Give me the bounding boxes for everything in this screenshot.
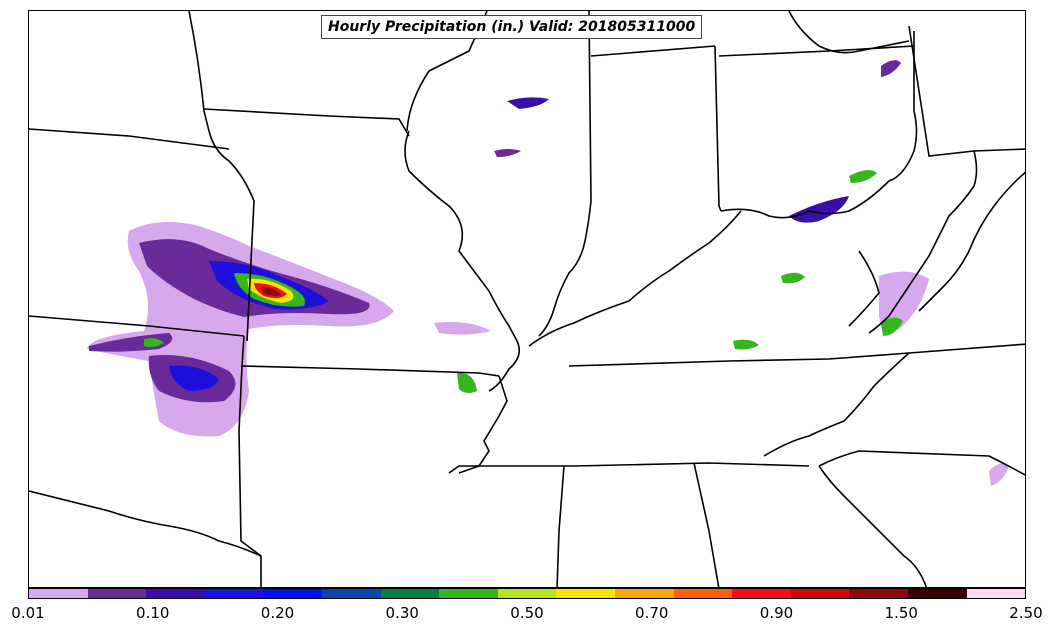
- colorbar-tick-label: 0.01: [11, 604, 45, 622]
- border-line: [568, 343, 1025, 367]
- border-line: [556, 465, 565, 587]
- precip-area: [849, 170, 877, 183]
- precip-area: [434, 322, 491, 335]
- border-line: [818, 450, 1025, 476]
- precip-area: [733, 339, 759, 350]
- precip-area: [89, 333, 173, 352]
- precip-area: [879, 271, 929, 330]
- colorbar-segment: [790, 589, 850, 598]
- border-line: [404, 130, 520, 392]
- colorbar-tick-label: 0.90: [759, 604, 794, 622]
- border-line: [406, 70, 430, 132]
- colorbar-segment: [29, 589, 88, 598]
- colorbar-segment: [497, 589, 557, 598]
- colorbar-tick-label: 0.30: [385, 604, 419, 622]
- colorbar-tick-label: 2.50: [1009, 604, 1043, 622]
- state-borders: [29, 11, 1025, 587]
- colorbar-segment: [966, 589, 1026, 598]
- colorbar-segment: [146, 589, 205, 598]
- border-line: [908, 25, 1025, 157]
- border-line: [188, 11, 255, 342]
- colorbar-segment: [380, 589, 440, 598]
- border-line: [538, 11, 592, 337]
- border-line: [528, 210, 742, 347]
- colorbar-segment: [849, 589, 908, 598]
- border-line: [918, 171, 1025, 312]
- border-line: [29, 128, 230, 150]
- border-line: [203, 108, 410, 137]
- map-frame: [28, 10, 1026, 588]
- precipitation-colorbar: [28, 588, 1026, 599]
- border-line: [718, 45, 915, 57]
- border-line: [714, 45, 722, 212]
- precip-area: [507, 97, 549, 109]
- border-line: [788, 11, 910, 54]
- precip-area: [169, 365, 219, 391]
- border-line: [818, 465, 928, 587]
- colorbar-tick-label: 0.20: [260, 604, 295, 622]
- colorbar-segment: [907, 589, 967, 598]
- border-line: [590, 45, 716, 57]
- border-line: [868, 150, 978, 334]
- precip-area: [881, 317, 903, 336]
- border-line: [29, 490, 262, 557]
- precip-area: [144, 338, 164, 347]
- border-line: [448, 462, 810, 474]
- colorbar-tick-label: 0.70: [635, 604, 669, 622]
- colorbar-segment: [439, 589, 498, 598]
- colorbar-tick-label: 0.10: [136, 604, 170, 622]
- border-line: [241, 365, 500, 377]
- border-line: [238, 335, 262, 587]
- precip-area: [457, 372, 477, 394]
- colorbar-segment: [556, 589, 615, 598]
- precip-area: [989, 463, 1009, 486]
- colorbar-segment: [87, 589, 147, 598]
- border-line: [763, 352, 910, 457]
- precipitation-map: [29, 11, 1025, 587]
- colorbar-segment: [263, 589, 322, 598]
- precip-areas: [87, 60, 1009, 486]
- border-line: [848, 250, 880, 327]
- border-line: [693, 462, 720, 587]
- border-line: [428, 11, 488, 72]
- map-title: Hourly Precipitation (in.) Valid: 201805…: [321, 15, 703, 39]
- precip-area: [781, 272, 805, 284]
- colorbar-tick-label: 1.50: [884, 604, 918, 622]
- precip-area: [789, 196, 849, 223]
- colorbar-segment: [732, 589, 791, 598]
- border-line: [29, 315, 245, 337]
- border-line: [720, 31, 918, 219]
- colorbar-segment: [321, 589, 381, 598]
- precip-area: [261, 287, 281, 296]
- colorbar-segment: [673, 589, 733, 598]
- colorbar-tick-label: 0.50: [510, 604, 544, 622]
- precip-area: [494, 149, 521, 157]
- colorbar-segment: [614, 589, 674, 598]
- colorbar-segment: [204, 589, 264, 598]
- precip-area: [881, 60, 901, 77]
